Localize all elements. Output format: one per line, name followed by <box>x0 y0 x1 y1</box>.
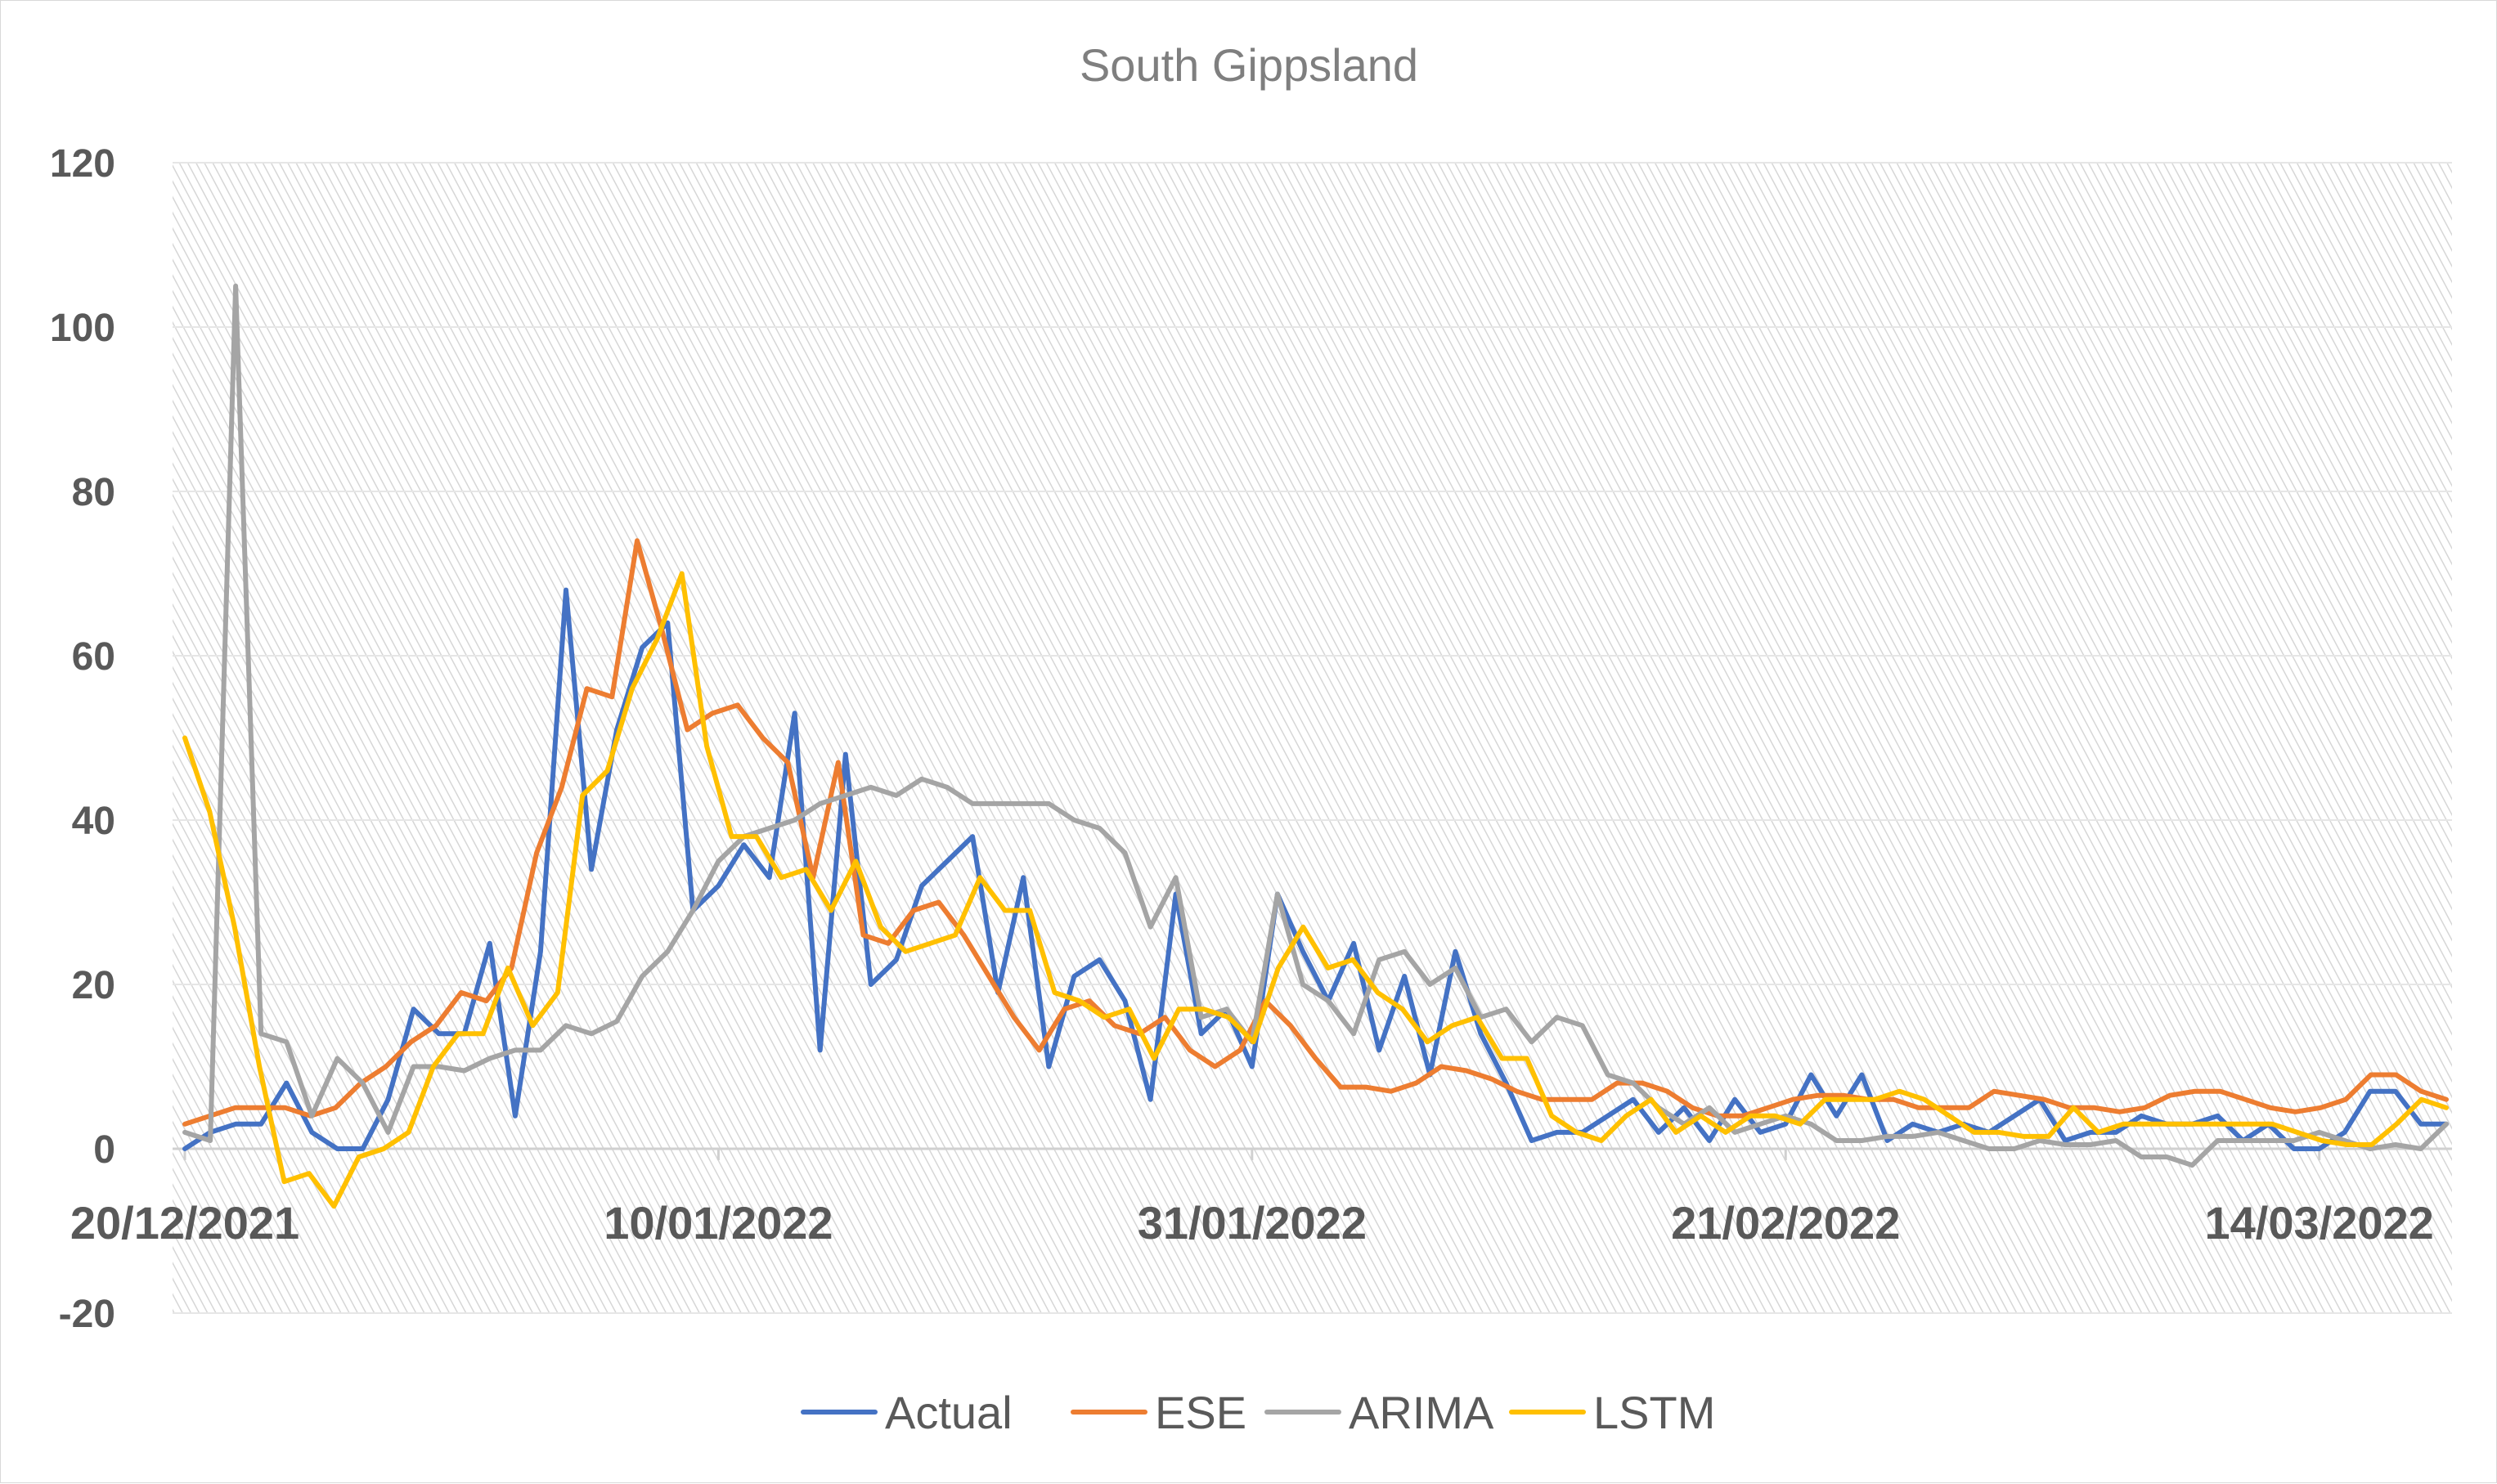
series-lines <box>182 283 2449 1209</box>
x-tick-label: 31/01/2022 <box>1138 1197 1367 1249</box>
legend-label-arima: ARIMA <box>1349 1387 1494 1438</box>
x-tick-label: 10/01/2022 <box>604 1197 833 1249</box>
x-tick-label: 21/02/2022 <box>1671 1197 1900 1249</box>
y-tick-label: 0 <box>93 1128 115 1172</box>
y-tick-label: 20 <box>72 964 115 1007</box>
legend-label-ese: ESE <box>1155 1387 1246 1438</box>
y-tick-label: 80 <box>72 471 115 514</box>
series-line-ese <box>182 538 2449 1127</box>
x-tick-label: 14/03/2022 <box>2205 1197 2434 1249</box>
x-tick-label: 20/12/2021 <box>70 1197 299 1249</box>
series-line-arima <box>182 283 2449 1168</box>
legend: Actual ESE ARIMA LSTM <box>801 1387 1715 1438</box>
x-axis-ticks: 20/12/2021 10/01/2022 31/01/2022 21/02/2022… <box>70 1197 2434 1249</box>
plot-area <box>173 163 2452 1313</box>
y-tick-label: 40 <box>72 800 115 843</box>
y-tick-label: -20 <box>59 1293 115 1336</box>
y-tick-label: 120 <box>50 142 115 186</box>
y-axis-ticks: 120 100 80 60 40 20 0 -20 <box>50 142 115 1336</box>
legend-label-lstm: LSTM <box>1593 1387 1715 1438</box>
zero-axis <box>173 1147 2452 1160</box>
chart-title: South Gippsland <box>1080 39 1418 91</box>
y-tick-label: 60 <box>72 635 115 679</box>
y-tick-label: 100 <box>50 307 115 350</box>
series-line-lstm <box>182 571 2449 1209</box>
legend-label-actual: Actual <box>885 1387 1013 1438</box>
series-line-actual <box>182 587 2449 1151</box>
